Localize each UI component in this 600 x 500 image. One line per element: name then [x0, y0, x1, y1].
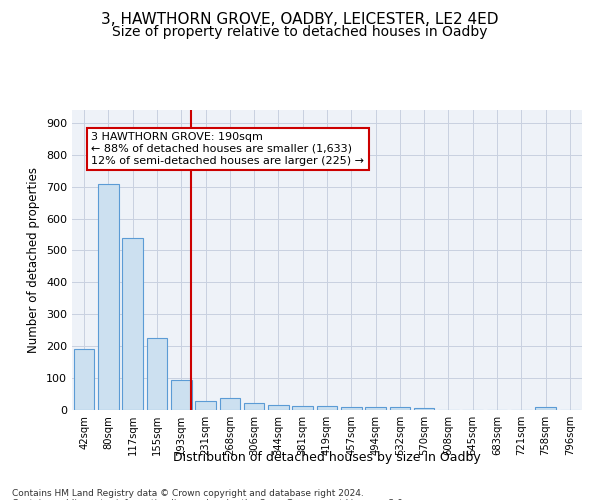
- Bar: [317, 406, 337, 410]
- Bar: [389, 407, 410, 410]
- Bar: [244, 402, 265, 410]
- Text: Contains HM Land Registry data © Crown copyright and database right 2024.: Contains HM Land Registry data © Crown c…: [12, 488, 364, 498]
- Text: Size of property relative to detached houses in Oadby: Size of property relative to detached ho…: [112, 25, 488, 39]
- Text: Contains public sector information licensed under the Open Government Licence v3: Contains public sector information licen…: [12, 498, 406, 500]
- Bar: [414, 408, 434, 410]
- Bar: [195, 401, 216, 410]
- Bar: [341, 407, 362, 410]
- Bar: [292, 406, 313, 410]
- Text: 3, HAWTHORN GROVE, OADBY, LEICESTER, LE2 4ED: 3, HAWTHORN GROVE, OADBY, LEICESTER, LE2…: [101, 12, 499, 28]
- Bar: [98, 184, 119, 410]
- Text: Distribution of detached houses by size in Oadby: Distribution of detached houses by size …: [173, 451, 481, 464]
- Bar: [122, 238, 143, 410]
- Bar: [220, 398, 240, 410]
- Bar: [74, 350, 94, 410]
- Bar: [146, 338, 167, 410]
- Bar: [268, 405, 289, 410]
- Y-axis label: Number of detached properties: Number of detached properties: [28, 167, 40, 353]
- Bar: [535, 407, 556, 410]
- Bar: [365, 407, 386, 410]
- Text: 3 HAWTHORN GROVE: 190sqm
← 88% of detached houses are smaller (1,633)
12% of sem: 3 HAWTHORN GROVE: 190sqm ← 88% of detach…: [91, 132, 364, 166]
- Bar: [171, 380, 191, 410]
